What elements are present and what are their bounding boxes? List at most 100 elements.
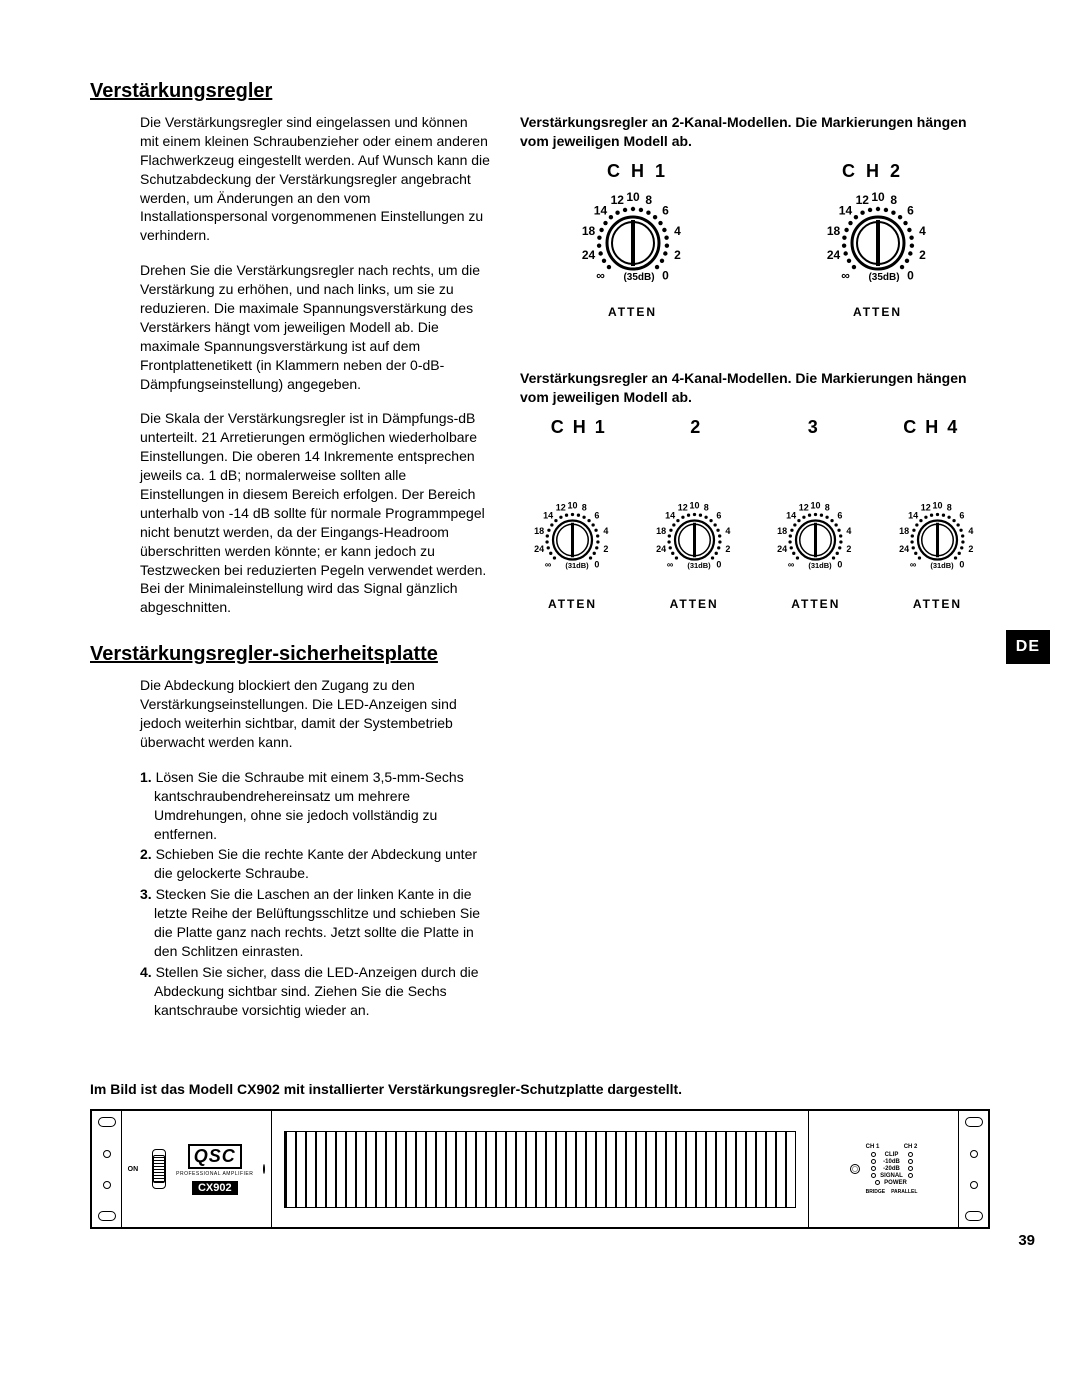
- ch-heading: C H 1: [520, 417, 638, 438]
- rack-hole: [103, 1181, 111, 1189]
- svg-text:∞: ∞: [910, 559, 917, 569]
- footer-caption: Im Bild ist das Modell CX902 mit install…: [90, 1081, 990, 1097]
- list-item: 4. Stellen Sie sicher, dass die LED-Anze…: [140, 963, 490, 1020]
- rack-hole: [970, 1181, 978, 1189]
- dial: 10128146184242∞0(31dB) ATTEN: [763, 490, 868, 611]
- section2-title: Verstärkungsregler-sicherheitsplatte: [90, 643, 490, 666]
- svg-text:8: 8: [582, 502, 587, 512]
- svg-text:8: 8: [825, 502, 830, 512]
- brand-logo: QSC: [188, 1144, 242, 1169]
- svg-text:∞: ∞: [596, 268, 605, 282]
- svg-text:(31dB): (31dB): [809, 560, 833, 569]
- svg-text:18: 18: [777, 526, 787, 536]
- svg-text:18: 18: [826, 224, 840, 238]
- fig4ch-headings: C H 1 2 3 C H 4: [520, 417, 990, 438]
- atten-label: ATTEN: [808, 305, 948, 319]
- section2-list: 1. Lösen Sie die Schraube mit einem 3,5-…: [140, 768, 490, 1020]
- mode-label: PARALLEL: [891, 1189, 917, 1195]
- svg-text:0: 0: [716, 559, 721, 569]
- svg-text:8: 8: [703, 502, 708, 512]
- svg-text:24: 24: [826, 248, 840, 262]
- svg-text:10: 10: [871, 190, 885, 204]
- rack-slot: [98, 1211, 116, 1221]
- dial: 10128146184242∞0(31dB) ATTEN: [520, 490, 625, 611]
- svg-text:6: 6: [959, 510, 964, 520]
- svg-text:6: 6: [907, 203, 914, 217]
- atten-label: ATTEN: [885, 597, 990, 611]
- fig2ch-headings: C H 1 C H 2: [520, 161, 990, 182]
- svg-text:24: 24: [899, 543, 909, 553]
- fig2ch-dials: 10128146184242∞0(35dB) ATTEN 10128146184…: [520, 188, 990, 319]
- left-column: Die Verstärkungsregler sind eingelassen …: [90, 113, 490, 1021]
- section1-p1: Die Verstärkungsregler sind eingelassen …: [140, 113, 490, 245]
- svg-text:4: 4: [674, 224, 681, 238]
- list-item-text: Stellen Sie sicher, dass die LED-Anzeige…: [154, 964, 479, 1018]
- ch-heading: C H 1: [520, 161, 755, 182]
- svg-text:24: 24: [656, 543, 666, 553]
- svg-text:2: 2: [603, 543, 608, 553]
- screw-icon: [850, 1164, 860, 1174]
- svg-text:10: 10: [811, 500, 821, 510]
- svg-text:14: 14: [838, 203, 852, 217]
- svg-text:10: 10: [932, 500, 942, 510]
- svg-text:14: 14: [908, 510, 918, 520]
- svg-text:24: 24: [534, 543, 544, 553]
- brand-sub: PROFESSIONAL AMPLIFIER: [176, 1171, 253, 1177]
- dial: 10128146184242∞0(35dB) ATTEN: [563, 188, 703, 319]
- led-ch: CH 2: [904, 1144, 918, 1150]
- svg-text:0: 0: [594, 559, 599, 569]
- ch-heading: 3: [755, 417, 873, 438]
- svg-text:2: 2: [919, 248, 926, 262]
- svg-text:0: 0: [838, 559, 843, 569]
- dial: 10128146184242∞0(31dB) ATTEN: [642, 490, 747, 611]
- svg-text:12: 12: [677, 502, 687, 512]
- svg-text:18: 18: [581, 224, 595, 238]
- svg-text:10: 10: [626, 190, 640, 204]
- led-ch: CH 1: [866, 1144, 880, 1150]
- svg-text:24: 24: [777, 543, 787, 553]
- rack-ear-left: [92, 1111, 122, 1227]
- svg-text:12: 12: [921, 502, 931, 512]
- section1-p2: Drehen Sie die Verstärkungsregler nach r…: [140, 261, 490, 393]
- svg-text:14: 14: [593, 203, 607, 217]
- svg-text:14: 14: [665, 510, 675, 520]
- amplifier-front-panel: ON QSC PROFESSIONAL AMPLIFIER CX902 CH 1…: [90, 1109, 990, 1229]
- rack-ear-right: [958, 1111, 988, 1227]
- vent-grill: [284, 1131, 796, 1208]
- svg-text:∞: ∞: [545, 559, 552, 569]
- section1-p3: Die Skala der Verstärkungsregler ist in …: [140, 409, 490, 617]
- svg-text:6: 6: [838, 510, 843, 520]
- svg-text:18: 18: [899, 526, 909, 536]
- svg-text:8: 8: [947, 502, 952, 512]
- vent-section: [272, 1111, 808, 1227]
- ch-heading: C H 2: [755, 161, 990, 182]
- svg-text:6: 6: [716, 510, 721, 520]
- svg-text:6: 6: [594, 510, 599, 520]
- led-footer: BRIDGE PARALLEL: [866, 1189, 918, 1195]
- list-item: 2. Schieben Sie die rechte Kante der Abd…: [140, 845, 490, 883]
- list-item: 3. Stecken Sie die Laschen an der linken…: [140, 885, 490, 961]
- svg-text:(35dB): (35dB): [623, 272, 654, 283]
- list-item: 1. Lösen Sie die Schraube mit einem 3,5-…: [140, 768, 490, 844]
- svg-text:24: 24: [581, 248, 595, 262]
- led-header: CH 1 CH 2: [866, 1144, 918, 1150]
- atten-label: ATTEN: [642, 597, 747, 611]
- svg-text:12: 12: [799, 502, 809, 512]
- svg-text:18: 18: [534, 526, 544, 536]
- dial: 10128146184242∞0(31dB) ATTEN: [885, 490, 990, 611]
- svg-text:0: 0: [907, 268, 914, 282]
- svg-text:4: 4: [847, 526, 852, 536]
- list-item-text: Schieben Sie die rechte Kante der Abdeck…: [154, 846, 477, 881]
- ch-heading: C H 4: [873, 417, 991, 438]
- svg-text:(31dB): (31dB): [930, 560, 954, 569]
- svg-text:14: 14: [786, 510, 796, 520]
- svg-text:(35dB): (35dB): [868, 272, 899, 283]
- svg-text:10: 10: [567, 500, 577, 510]
- svg-text:14: 14: [543, 510, 553, 520]
- main-columns: Die Verstärkungsregler sind eingelassen …: [90, 113, 990, 1021]
- fig2ch-caption: Verstärkungsregler an 2-Kanal-Modellen. …: [520, 113, 990, 151]
- rack-hole: [103, 1150, 111, 1158]
- model-badge: CX902: [192, 1181, 238, 1195]
- dial: 10128146184242∞0(35dB) ATTEN: [808, 188, 948, 319]
- list-item-text: Lösen Sie die Schraube mit einem 3,5-mm-…: [154, 769, 464, 842]
